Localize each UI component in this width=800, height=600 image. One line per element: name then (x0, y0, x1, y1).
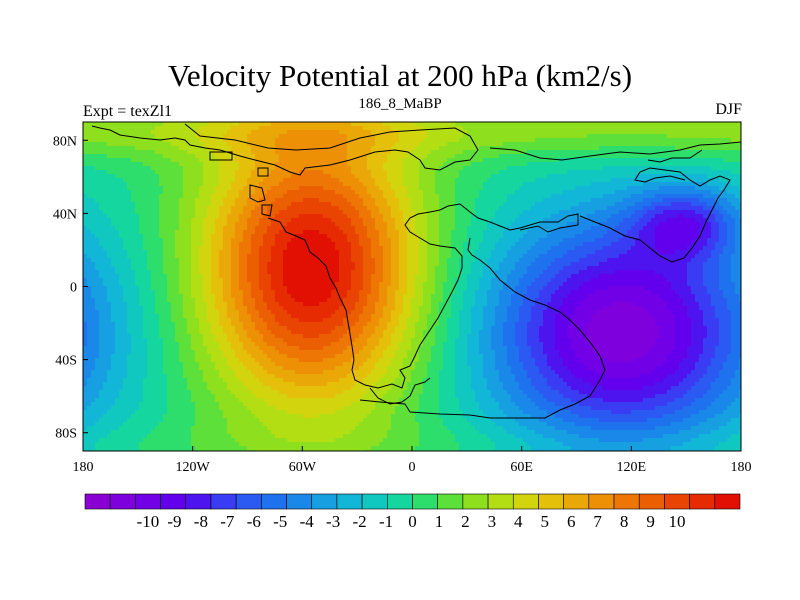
colorbar-swatch (210, 493, 237, 510)
eurasia-coast (579, 167, 731, 263)
y-tick-label: 80S (55, 427, 77, 442)
colorbar-label: -2 (353, 512, 367, 531)
colorbar-label: 1 (435, 512, 444, 531)
y-tick-label: 80N (53, 134, 77, 149)
colorbar-swatch (109, 493, 136, 510)
colorbar-swatch (689, 493, 716, 510)
x-axis: 180 120W 60W 0 60E 120E 180 (73, 446, 752, 475)
asia-interior-coast (647, 149, 703, 163)
colorbar-swatch (437, 493, 464, 510)
antarctic-coast (359, 237, 606, 419)
colorbar-label: 10 (669, 512, 686, 531)
y-tick-label: 40S (55, 354, 77, 369)
colorbar-label: -8 (194, 512, 208, 531)
x-tick-label: 180 (731, 460, 752, 475)
colorbar-swatch (261, 493, 287, 510)
south-america-tip (369, 377, 431, 405)
colorbar-swatch (135, 493, 161, 510)
arctic-coast-east (489, 141, 741, 161)
colorbar-label: 7 (593, 512, 602, 531)
americas-outline (249, 167, 579, 389)
colorbar-label: 6 (567, 512, 576, 531)
x-tick-label: 60E (510, 460, 533, 475)
colorbar: -10 -9 -8 -7 -6 -5 -4 -3 -2 -1 0 1 2 3 4 5 6 7 8 9 10 (84, 493, 741, 531)
colorbar-swatch (412, 493, 438, 510)
colorbar-swatch (160, 493, 187, 510)
colorbar-swatch (185, 493, 212, 510)
colorbar-swatch (387, 493, 413, 510)
x-tick-label: 120E (617, 460, 647, 475)
colorbar-swatch (588, 493, 615, 510)
period-label: 186_8_MaBP (358, 96, 442, 112)
colorbar-swatch (563, 493, 590, 510)
colorbar-label: 9 (646, 512, 655, 531)
experiment-label: Expt = texZl1 (83, 103, 173, 120)
colorbar-swatch (311, 493, 338, 510)
colorbar-swatch (84, 493, 111, 510)
colorbar-swatch (361, 493, 388, 510)
colorbar-swatch (638, 493, 665, 510)
colorbar-swatch (336, 493, 363, 510)
colorbar-label: -6 (247, 512, 261, 531)
y-tick-label: 0 (70, 281, 77, 296)
greenland-outline (91, 123, 479, 176)
colorbar-label: 2 (461, 512, 470, 531)
x-tick-label: 60W (289, 460, 317, 475)
colorbar-swatch (487, 493, 514, 510)
colorbar-label: -5 (273, 512, 287, 531)
y-tick-label: 40N (53, 207, 77, 222)
y-axis: 80N 40N 0 40S 80S (53, 134, 88, 442)
colorbar-label: -1 (379, 512, 393, 531)
colorbar-label: -7 (220, 512, 235, 531)
colorbar-swatch (613, 493, 640, 510)
colorbar-label: -9 (167, 512, 181, 531)
colorbar-label: 0 (408, 512, 417, 531)
colorbar-label: -10 (137, 512, 160, 531)
colorbar-swatch (286, 493, 313, 510)
colorbar-label: 8 (620, 512, 629, 531)
colorbar-label: -4 (300, 512, 315, 531)
colorbar-label: 5 (541, 512, 550, 531)
colorbar-label: 3 (488, 512, 497, 531)
velocity-potential-field (83, 122, 741, 451)
continent-outlines (91, 123, 741, 419)
islands-a (209, 151, 233, 161)
plot-title: Velocity Potential at 200 hPa (km2/s) (167, 58, 633, 93)
x-tick-label: 0 (409, 460, 416, 475)
colorbar-swatch (462, 493, 489, 510)
x-tick-label: 120W (176, 460, 211, 475)
colorbar-label: 4 (514, 512, 523, 531)
colorbar-swatch (512, 493, 539, 510)
colorbar-swatch (714, 493, 741, 510)
colorbar-label: -3 (326, 512, 340, 531)
x-tick-label: 180 (73, 460, 94, 475)
colorbar-swatch (538, 493, 564, 510)
colorbar-swatch (664, 493, 690, 510)
season-label: DJF (715, 101, 742, 118)
colorbar-swatch (235, 493, 262, 510)
